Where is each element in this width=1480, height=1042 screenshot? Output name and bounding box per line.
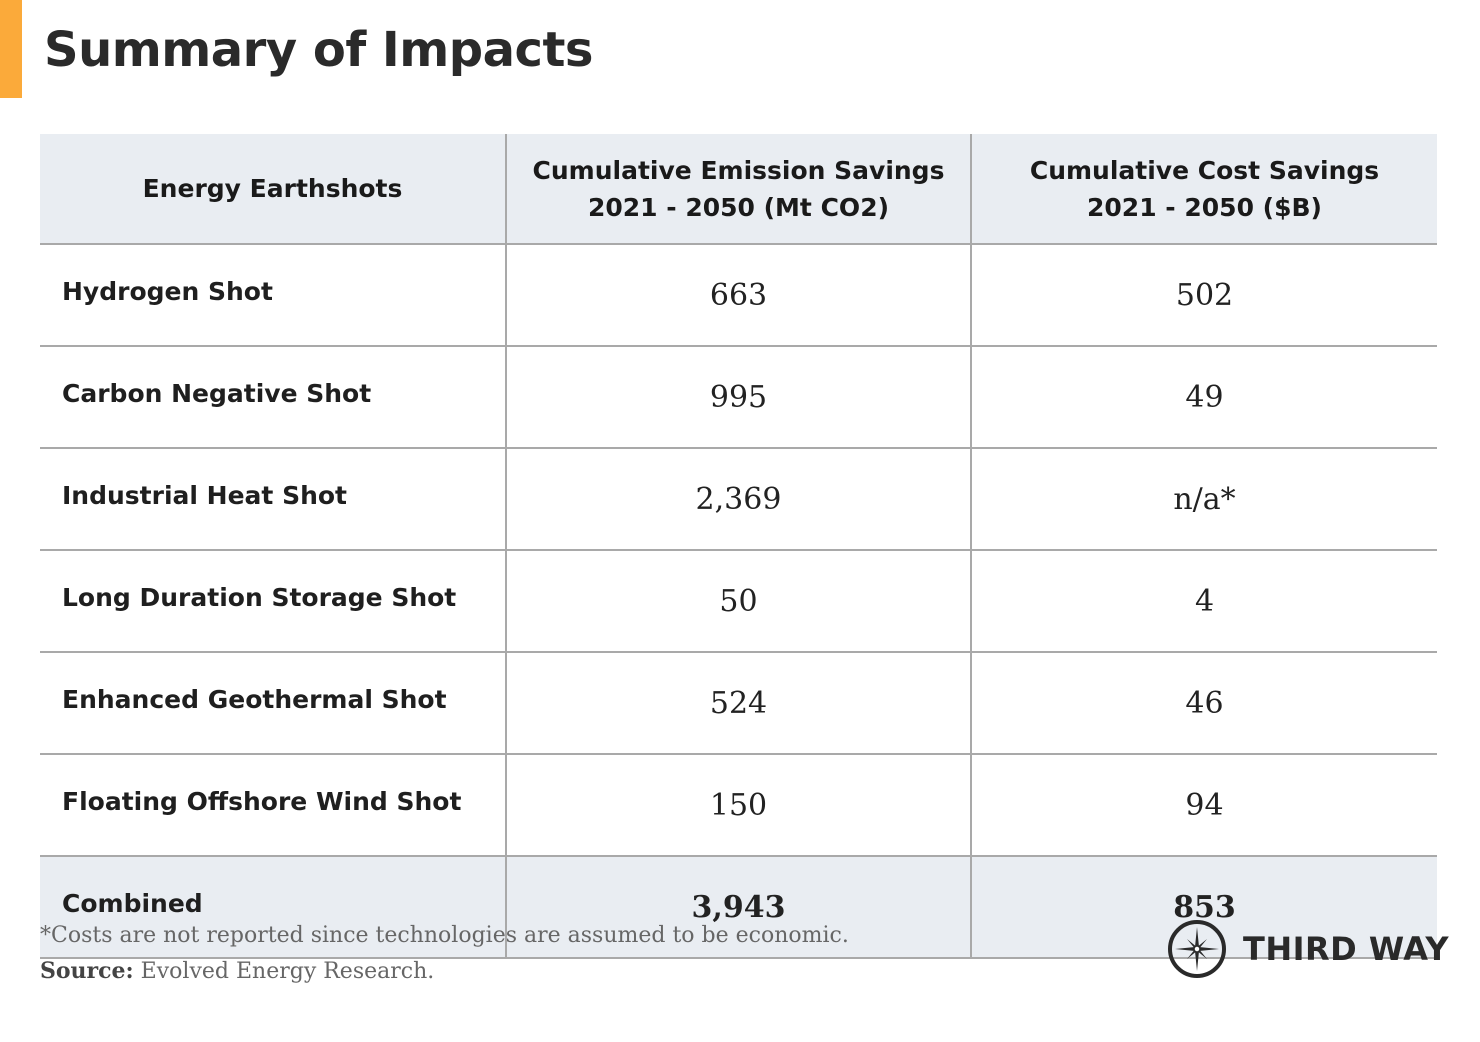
emission-savings-cell: 995 bbox=[505, 346, 971, 449]
cost-savings-cell: 49 bbox=[970, 346, 1437, 449]
compass-star-icon bbox=[1168, 920, 1226, 978]
logo-text: THIRD WAY bbox=[1243, 930, 1450, 968]
third-way-logo: THIRD WAY bbox=[1167, 919, 1449, 979]
header-earthshots: Energy Earthshots bbox=[40, 134, 506, 245]
emission-savings-cell: 2,369 bbox=[505, 448, 971, 551]
cost-savings-cell: 502 bbox=[970, 244, 1437, 347]
header-line: Cumulative Emission Savings bbox=[532, 155, 945, 185]
table-row-total: Combined 3,943 853 bbox=[40, 856, 1437, 959]
row-label: Hydrogen Shot bbox=[40, 244, 506, 347]
row-label: Floating Offshore Wind Shot bbox=[40, 754, 506, 857]
cost-savings-cell: 94 bbox=[970, 754, 1437, 857]
page-title: Summary of Impacts bbox=[44, 22, 594, 78]
table-row: Industrial Heat Shot 2,369 n/a* bbox=[40, 448, 1437, 551]
source-text: Evolved Energy Research. bbox=[140, 959, 435, 984]
header-line: 2021 - 2050 ($B) bbox=[1087, 192, 1322, 222]
header-line: 2021 - 2050 (Mt CO2) bbox=[587, 192, 890, 222]
footnote: *Costs are not reported since technologi… bbox=[40, 923, 849, 948]
emission-savings-cell: 3,943 bbox=[505, 856, 971, 959]
impacts-table: Energy Earthshots Cumulative Emission Sa… bbox=[40, 134, 1437, 959]
emission-savings-cell: 150 bbox=[505, 754, 971, 857]
table-row: Hydrogen Shot 663 502 bbox=[40, 244, 1437, 347]
table-header-row: Energy Earthshots Cumulative Emission Sa… bbox=[40, 134, 1437, 245]
emission-savings-cell: 524 bbox=[505, 652, 971, 755]
row-label: Industrial Heat Shot bbox=[40, 448, 506, 551]
cost-savings-cell: 46 bbox=[970, 652, 1437, 755]
table-row: Carbon Negative Shot 995 49 bbox=[40, 346, 1437, 449]
emission-savings-cell: 50 bbox=[505, 550, 971, 653]
title-accent-bar bbox=[0, 0, 22, 98]
row-label: Enhanced Geothermal Shot bbox=[40, 652, 506, 755]
row-label: Carbon Negative Shot bbox=[40, 346, 506, 449]
row-label: Long Duration Storage Shot bbox=[40, 550, 506, 653]
table-row: Floating Offshore Wind Shot 150 94 bbox=[40, 754, 1437, 857]
source-label: Source: bbox=[40, 958, 134, 984]
header-line: Cumulative Cost Savings bbox=[1029, 155, 1380, 185]
cost-savings-cell: n/a* bbox=[970, 448, 1437, 551]
cost-savings-cell: 853 bbox=[970, 856, 1437, 959]
header-cost-savings: Cumulative Cost Savings 2021 - 2050 ($B) bbox=[970, 134, 1437, 245]
header-emission-savings: Cumulative Emission Savings 2021 - 2050 (… bbox=[505, 134, 971, 245]
table-row: Long Duration Storage Shot 50 4 bbox=[40, 550, 1437, 653]
source-line: Source: Evolved Energy Research. bbox=[40, 958, 434, 984]
row-label: Combined bbox=[40, 856, 506, 959]
emission-savings-cell: 663 bbox=[505, 244, 971, 347]
cost-savings-cell: 4 bbox=[970, 550, 1437, 653]
table-row: Enhanced Geothermal Shot 524 46 bbox=[40, 652, 1437, 755]
